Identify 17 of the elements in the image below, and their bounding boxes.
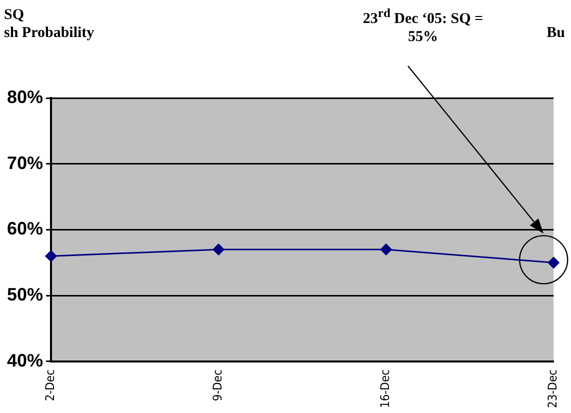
- y-tick-label: 60%: [6, 218, 44, 239]
- y-tick-label: 40%: [6, 350, 44, 370]
- x-tick-label: 16-Dec: [378, 369, 392, 408]
- point: [380, 244, 392, 256]
- y-tick-label: 70%: [6, 152, 44, 173]
- y-tick-label: 50%: [6, 284, 44, 305]
- point: [45, 250, 57, 262]
- point: [548, 256, 560, 268]
- x-tick-label: 23-Dec: [546, 369, 560, 408]
- chart-subtitle: sh Probability: [4, 24, 94, 42]
- y-tick-label: 80%: [6, 86, 44, 107]
- text: 23$^{rd}$ Dec ‘05: SQ = 55%: [362, 5, 484, 46]
- x-tick-label: 2-Dec: [43, 369, 58, 402]
- x-tick-label: 9-Dec: [210, 369, 225, 402]
- point: [212, 244, 224, 256]
- text: Bu: [546, 24, 565, 42]
- chart-title: SQ: [4, 6, 24, 24]
